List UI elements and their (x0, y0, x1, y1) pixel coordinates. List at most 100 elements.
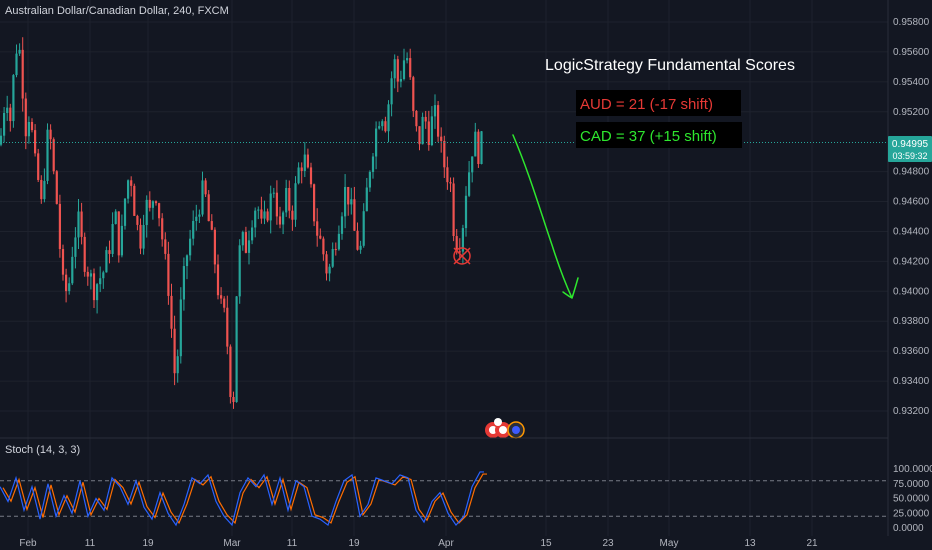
candle-body (34, 130, 37, 154)
candle-body (362, 211, 365, 246)
candle-body (282, 212, 285, 225)
last-price-value: 0.94995 (892, 139, 929, 150)
candle-body (9, 107, 12, 122)
candle-body (102, 272, 105, 279)
candle-body (133, 185, 136, 216)
candle-body (285, 187, 288, 213)
candle-body (92, 273, 96, 301)
candle-body (480, 131, 483, 164)
candle-body (331, 249, 334, 267)
stoch-tick: 25.0000 (893, 508, 930, 519)
bar-countdown: 03:59:32 (892, 151, 927, 161)
candle-body (359, 245, 362, 250)
chart-title: Australian Dollar/Canadian Dollar, 240, … (5, 5, 229, 17)
candle-body (356, 230, 359, 250)
candle-body (99, 278, 102, 285)
candle-body (390, 78, 393, 105)
time-tick: May (660, 538, 679, 549)
candle-body (381, 121, 384, 127)
stochastic-pane (0, 471, 888, 527)
time-tick: Feb (19, 538, 37, 549)
stochastic-axis[interactable]: 100.0000 75.0000 50.0000 25.0000 0.0000 (893, 464, 932, 534)
candle-body (263, 211, 266, 219)
candle-body (350, 199, 353, 205)
time-tick: Apr (438, 538, 454, 549)
candle-body (424, 116, 427, 122)
candle-body (353, 199, 356, 231)
candle-body (393, 59, 396, 79)
candle-body (272, 192, 275, 194)
price-tick: 0.94800 (893, 167, 930, 178)
candle-body (74, 237, 77, 257)
price-tick: 0.94000 (893, 286, 930, 297)
candle-body (375, 128, 378, 157)
candle-body (464, 195, 468, 229)
candle-body (154, 201, 158, 204)
price-tick: 0.94200 (893, 256, 930, 267)
time-tick: 21 (806, 538, 818, 549)
candle-body (254, 210, 257, 228)
candle-body (294, 183, 297, 220)
candle-body (148, 199, 151, 208)
grid (0, 0, 889, 536)
candle-body (458, 251, 461, 253)
candle-body (201, 180, 204, 215)
price-tick: 0.95200 (893, 107, 930, 118)
candle-body (55, 171, 58, 204)
price-tick: 0.94600 (893, 197, 930, 208)
candle-body (427, 121, 430, 146)
candles (0, 37, 483, 409)
time-tick: 19 (348, 538, 360, 549)
time-tick: 11 (85, 538, 96, 549)
candle-body (378, 126, 381, 129)
candle-body (151, 201, 154, 208)
candle-body (6, 107, 9, 113)
candle-body (430, 116, 433, 146)
candle-body (15, 53, 18, 76)
event-count-badge (494, 418, 502, 426)
time-axis[interactable]: Feb 11 19 Mar 11 19 Apr 15 23 May 13 21 (19, 538, 818, 549)
candle-body (71, 256, 74, 284)
candle-body (446, 167, 449, 183)
candle-body (37, 153, 40, 180)
candle-body (189, 238, 192, 256)
candle-body (337, 233, 340, 250)
candle-body (83, 236, 86, 272)
candle-body (313, 184, 316, 222)
target-cross-line (453, 247, 471, 265)
candle-body (210, 221, 213, 230)
candle-body (158, 203, 161, 219)
candle-body (127, 180, 130, 199)
candle-body (316, 221, 319, 236)
candle-body (220, 295, 223, 299)
stoch-tick: 0.0000 (893, 523, 924, 534)
candle-body (306, 154, 309, 168)
candle-body (204, 180, 207, 195)
candle-body (471, 156, 474, 173)
candle-body (402, 60, 406, 80)
price-tick: 0.95400 (893, 77, 930, 88)
candle-body (49, 129, 52, 140)
projection-arrow (512, 134, 579, 299)
price-tick: 0.95600 (893, 47, 930, 58)
candle-body (433, 105, 437, 117)
candle-body (185, 255, 189, 267)
candle-body (18, 49, 21, 54)
candle-body (244, 232, 247, 253)
candle-body (297, 167, 300, 184)
event-icons[interactable] (485, 418, 525, 439)
price-tick: 0.93800 (893, 316, 930, 327)
price-tick: 0.95800 (893, 17, 930, 28)
candle-body (170, 295, 173, 329)
cad-score-box (576, 122, 742, 148)
candle-body (136, 215, 139, 225)
earnings-event-icon-dot (499, 426, 507, 434)
indicator-label: Stoch (14, 3, 3) (5, 444, 80, 456)
candle-body (0, 135, 3, 145)
main-price-pane (0, 37, 888, 409)
candle-body (455, 236, 458, 252)
stoch-d-line (2, 473, 487, 525)
candle-body (80, 211, 83, 237)
price-axis[interactable]: 0.95800 0.95600 0.95400 0.95200 0.94800 0.946… (893, 17, 930, 417)
